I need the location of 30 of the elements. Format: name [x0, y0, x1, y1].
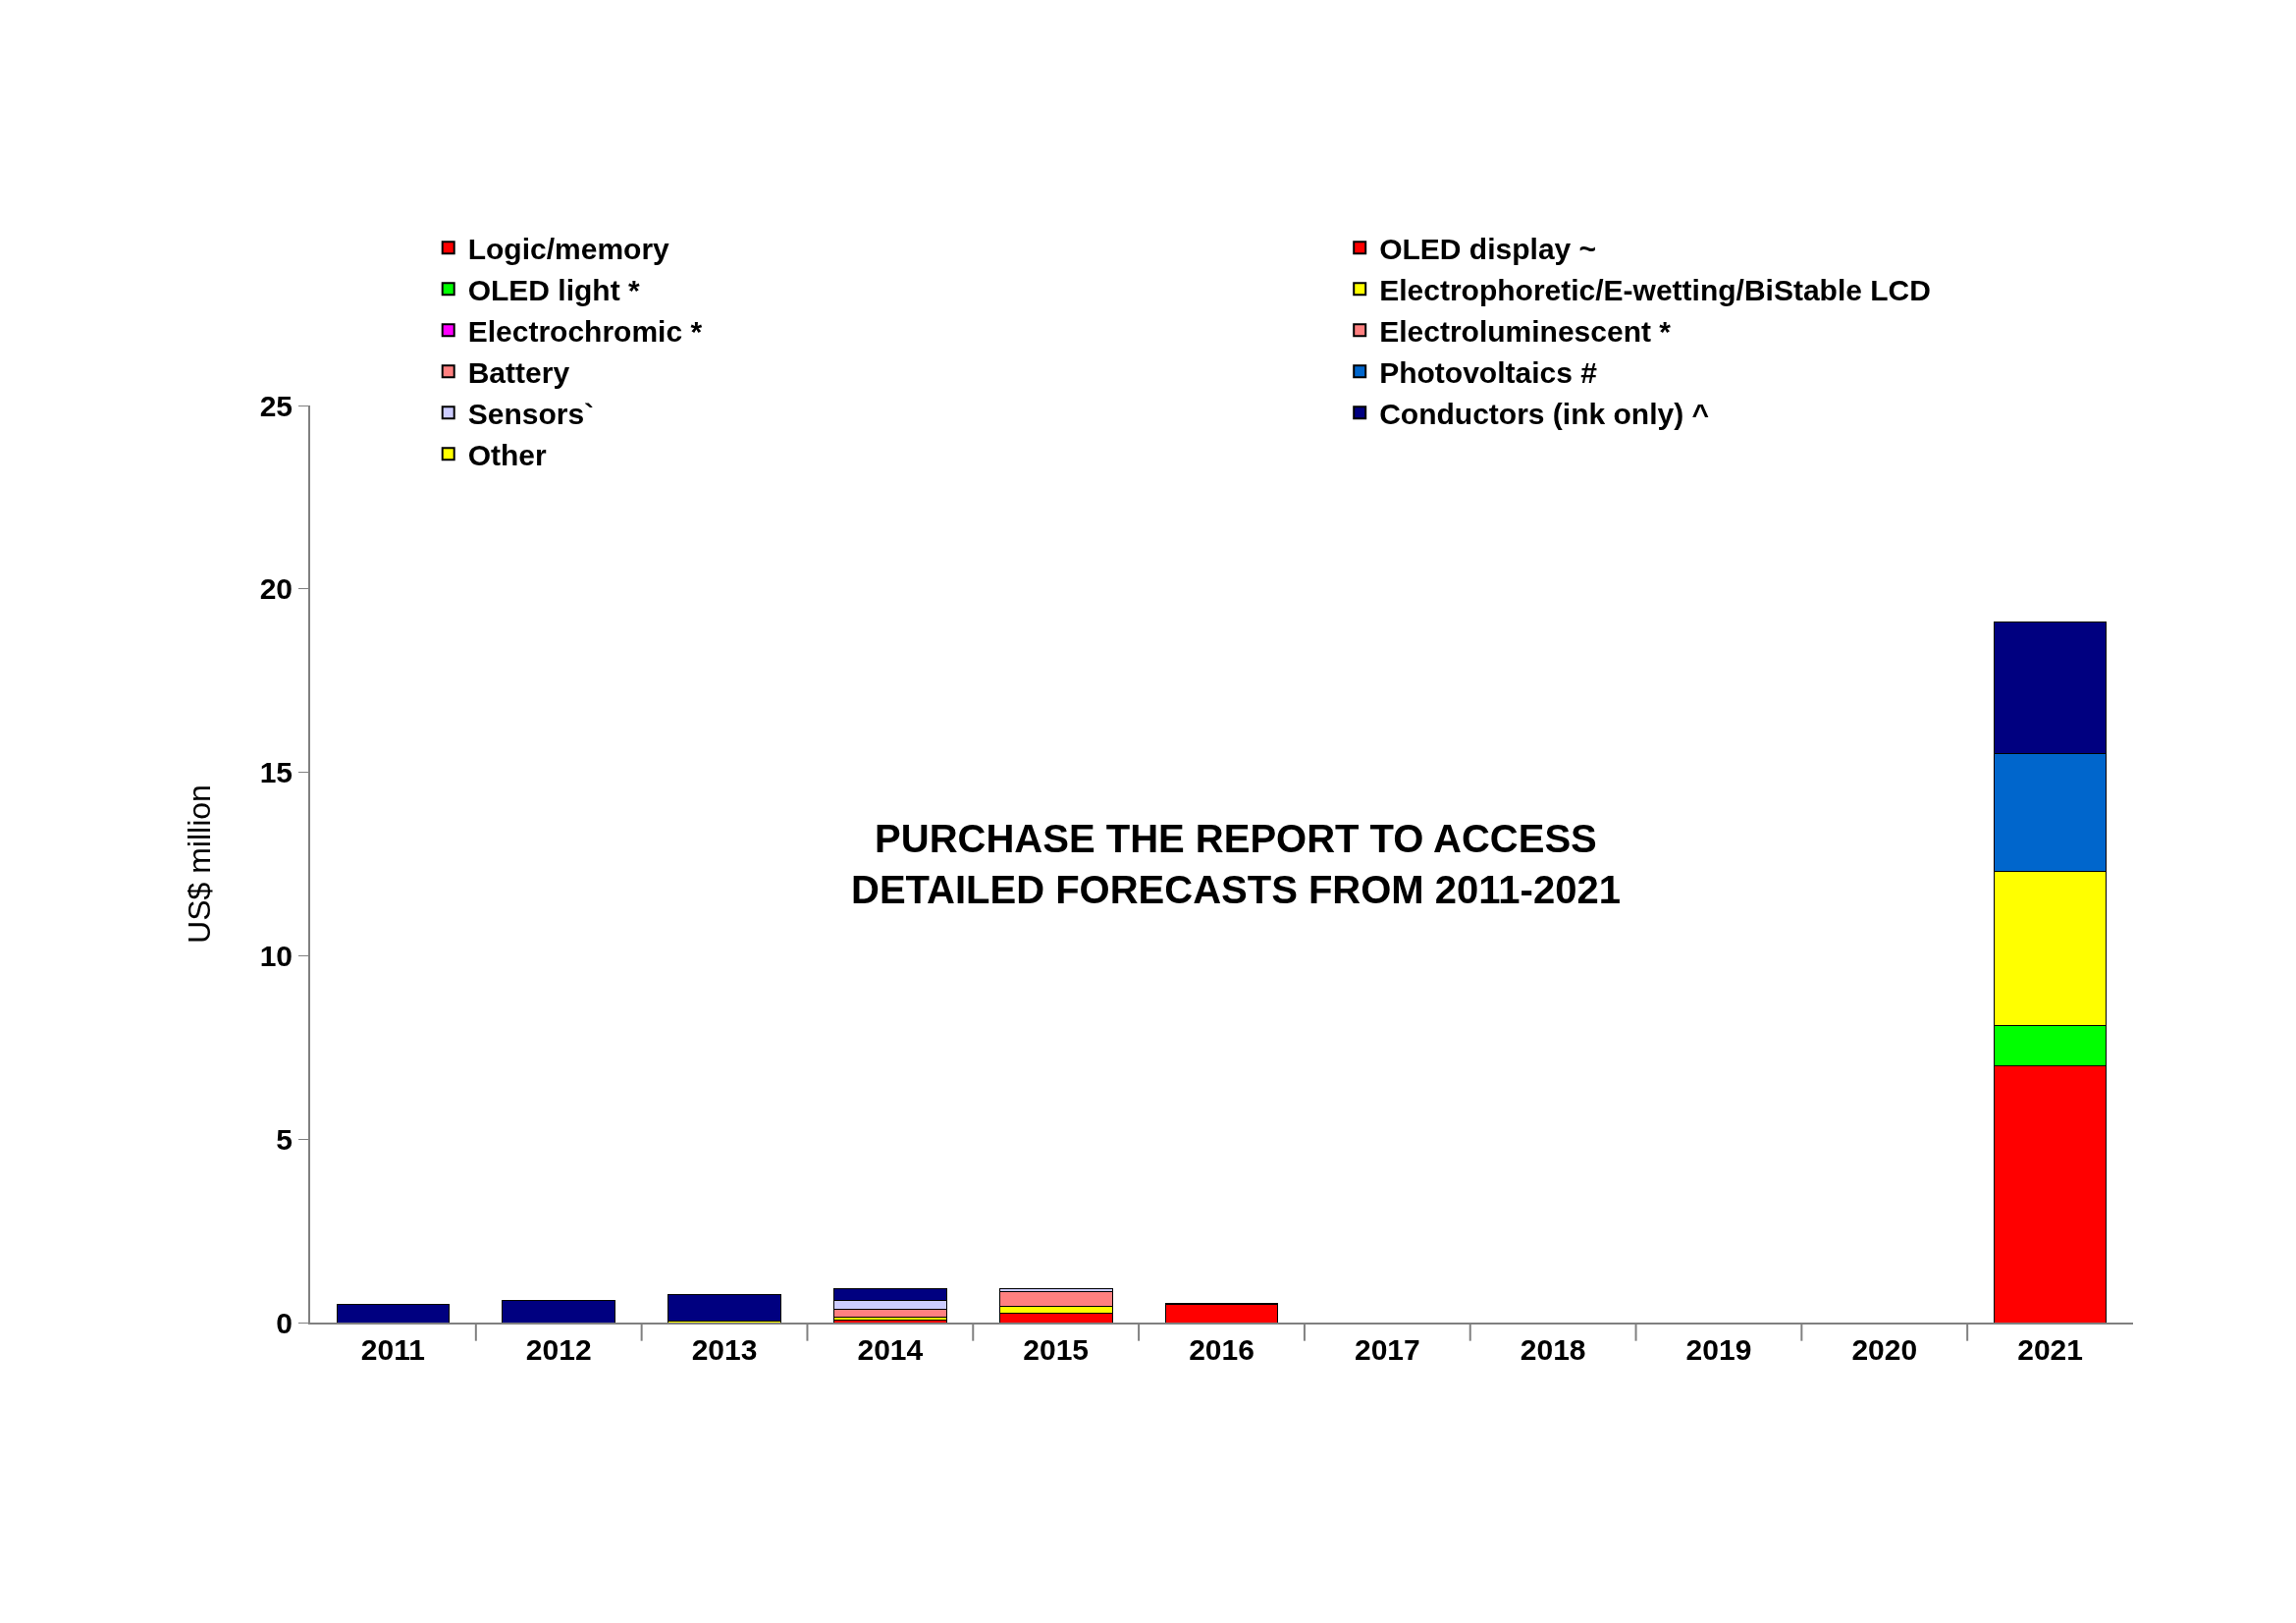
x-tick-label: 2017: [1354, 1333, 1420, 1366]
x-tick-label: 2021: [2017, 1333, 2083, 1366]
x-tick-label: 2019: [1685, 1333, 1752, 1366]
legend-label: Electrochromic *: [467, 314, 703, 348]
x-tick-label: 2011: [360, 1333, 425, 1366]
legend-label: Electroluminescent *: [1379, 314, 1672, 348]
x-tick-label: 2016: [1189, 1333, 1255, 1366]
x-tick-label: 2013: [691, 1333, 758, 1366]
y-tick-label: 20: [259, 572, 293, 606]
legend-label: Sensors`: [467, 397, 595, 430]
legend-label: Other: [467, 438, 548, 471]
y-tick-label: 10: [259, 939, 293, 972]
y-tick-label: 25: [259, 389, 293, 422]
legend-label: OLED light *: [467, 273, 641, 306]
x-tick-label: 2015: [1023, 1333, 1090, 1366]
legend-label: Photovoltaics #: [1379, 355, 1598, 389]
legend-label: Battery: [467, 355, 570, 389]
y-axis-title: US$ million: [182, 784, 218, 944]
y-tick-label: 15: [259, 756, 293, 789]
x-tick-label: 2020: [1851, 1333, 1918, 1366]
x-tick-label: 2012: [525, 1333, 592, 1366]
x-tick-label: 2014: [857, 1333, 924, 1366]
legend-label: Electrophoretic/E-wetting/BiStable LCD: [1379, 273, 1931, 306]
y-tick-label: 0: [276, 1306, 293, 1339]
y-tick-label: 5: [276, 1122, 293, 1156]
x-tick-label: 2018: [1520, 1333, 1586, 1366]
legend-label: OLED display ~: [1379, 232, 1597, 265]
annotation: PURCHASE THE REPORT TO ACCESS DETAILED FORECASTS FROM 2011-2021: [851, 817, 1621, 911]
legend-label: Conductors (ink only) ^: [1379, 397, 1710, 430]
legend-label: Logic/memory: [467, 232, 670, 265]
